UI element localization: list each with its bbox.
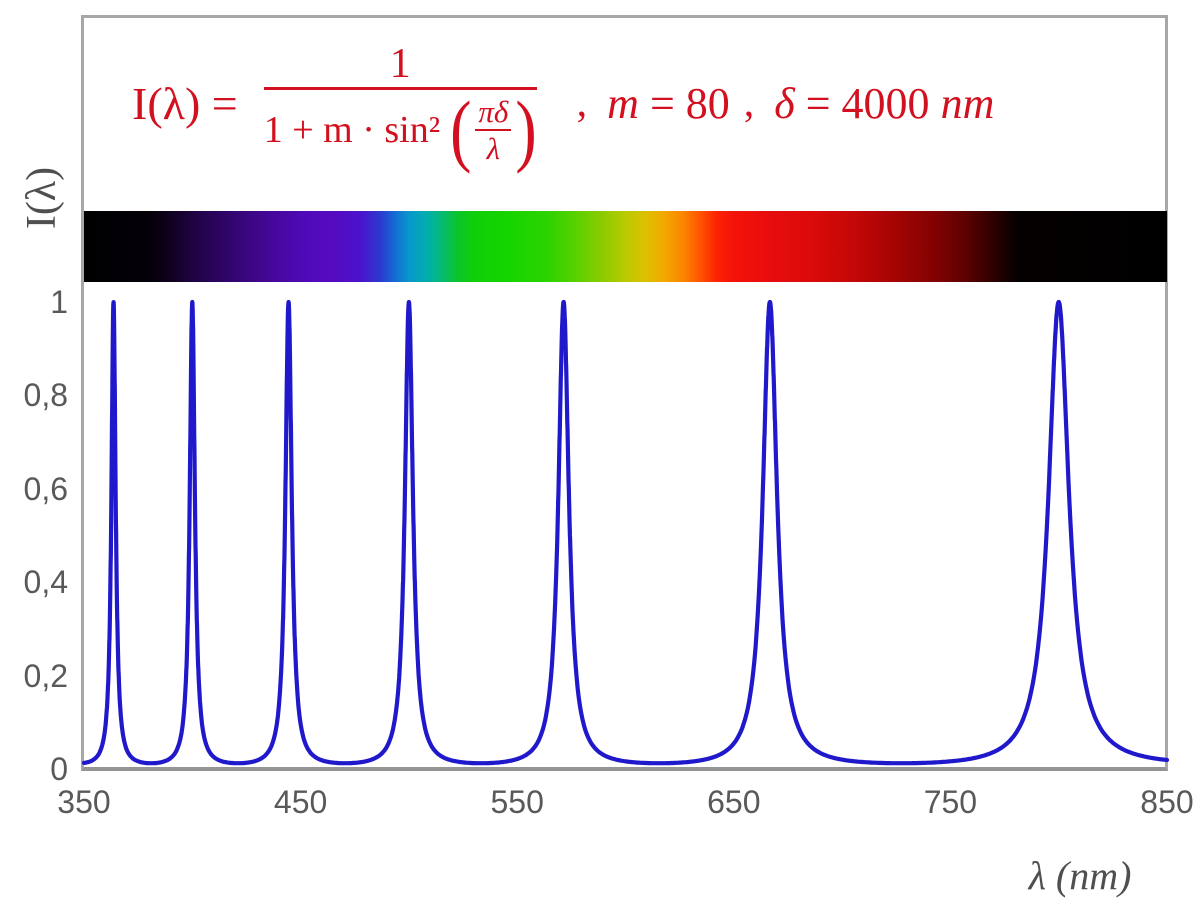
formula-comma: ,	[576, 80, 588, 126]
visible-spectrum-strip	[84, 211, 1167, 282]
inner-numerator: πδ	[475, 95, 512, 131]
y-tick-label: 0,8	[23, 377, 68, 414]
inner-denominator: λ	[486, 130, 501, 166]
formula-denominator: 1 + m · sin² ( πδ λ )	[263, 84, 537, 174]
x-tick-label: 650	[707, 784, 761, 820]
y-tick-label: 0,6	[23, 470, 68, 507]
formula-comma: ,	[743, 80, 755, 126]
y-axis-title: I(λ)	[19, 166, 65, 230]
x-tick-label: 550	[490, 784, 544, 820]
x-tick-label: 750	[923, 784, 978, 820]
x-tick-label: 850	[1140, 784, 1194, 820]
formula-fraction: 1 1 + m · sin² ( πδ λ )	[263, 40, 537, 174]
x-axis-title: λ (nm)	[1028, 853, 1132, 898]
param-delta: δ = 4000 nm	[774, 78, 995, 128]
y-tick-label: 1	[50, 284, 68, 320]
fraction-bar	[263, 86, 537, 90]
y-tick-label: 0,4	[23, 564, 68, 601]
x-tick-label: 450	[273, 784, 328, 820]
y-tick-label: 0,2	[23, 657, 68, 694]
formula-annotation: I(λ) = 1 1 + m · sin² ( πδ λ ) , m = 80 …	[132, 28, 994, 178]
x-tick-label: 350	[57, 784, 111, 820]
formula-lhs: I(λ) =	[132, 77, 238, 129]
y-tick-label: 0	[50, 751, 68, 787]
param-m: m = 80	[607, 78, 730, 128]
denominator-text: 1 + m · sin²	[263, 108, 441, 151]
formula-numerator: 1	[389, 40, 411, 87]
inner-fraction: πδ λ	[475, 95, 512, 166]
